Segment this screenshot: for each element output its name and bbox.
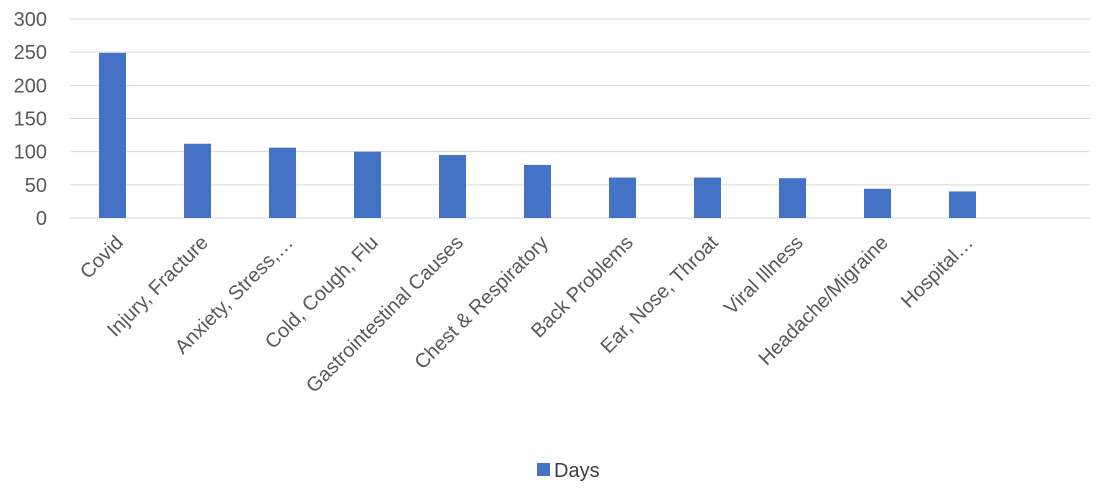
gridlines xyxy=(70,19,1090,218)
y-tick-label-0: 0 xyxy=(36,208,47,230)
y-axis-tick-labels: 0 50 100 150 200 250 300 xyxy=(14,9,47,230)
x-tick-label-10: Hospital… xyxy=(897,232,978,313)
bar-6 xyxy=(609,178,636,218)
bar-0 xyxy=(99,53,126,218)
bar-8 xyxy=(779,178,806,218)
bar-7 xyxy=(694,178,721,218)
bar-10 xyxy=(949,191,976,218)
legend-label-days: Days xyxy=(554,460,600,482)
y-tick-label-250: 250 xyxy=(14,42,47,64)
y-tick-label-200: 200 xyxy=(14,75,47,97)
legend-swatch-days xyxy=(537,463,550,476)
y-tick-label-150: 150 xyxy=(14,109,47,131)
x-tick-label-0: Covid xyxy=(76,232,128,284)
x-tick-label-8: Viral Illness xyxy=(720,232,808,320)
y-tick-label-100: 100 xyxy=(14,142,47,164)
bars xyxy=(99,53,976,218)
bar-5 xyxy=(524,165,551,218)
bar-9 xyxy=(864,189,891,218)
bar-3 xyxy=(354,152,381,218)
bar-1 xyxy=(184,144,211,218)
x-tick-label-4: Gastrointestinal Causes xyxy=(302,232,468,398)
bar-4 xyxy=(439,155,466,218)
y-tick-label-300: 300 xyxy=(14,9,47,31)
y-tick-label-50: 50 xyxy=(25,175,47,197)
bar-2 xyxy=(269,148,296,218)
legend: Days xyxy=(537,460,600,482)
